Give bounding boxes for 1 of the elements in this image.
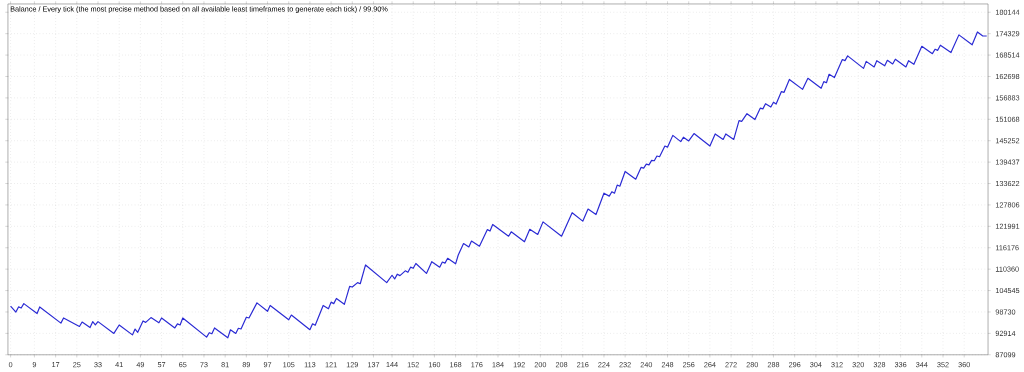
line-series: [9, 31, 988, 339]
